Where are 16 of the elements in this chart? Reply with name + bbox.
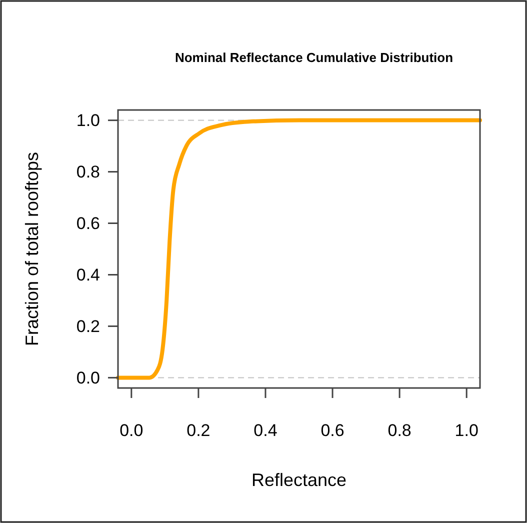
y-axis-title: Fraction of total rooftops <box>22 152 42 346</box>
x-tick-label: 0.8 <box>388 421 412 440</box>
x-tick-label: 0.4 <box>254 421 278 440</box>
line-series <box>116 118 482 380</box>
x-tick-label: 0.0 <box>120 421 144 440</box>
y-tick-label: 0.6 <box>76 214 100 234</box>
y-tick-label: 0.2 <box>76 317 100 336</box>
x-tick-label: 0.6 <box>320 421 344 440</box>
y-tick-label: 0.4 <box>76 266 100 285</box>
x-tick-label: 0.2 <box>186 421 210 440</box>
y-tick-label: 0.0 <box>76 368 100 388</box>
chart-title: Nominal Reflectance Cumulative Distribution <box>174 50 454 65</box>
x-tick-label: 1.0 <box>454 421 478 440</box>
x-axis-title: Reflectance <box>251 470 347 490</box>
y-tick-label: 0.8 <box>76 162 100 182</box>
y-tick-label: 1.0 <box>76 111 100 130</box>
